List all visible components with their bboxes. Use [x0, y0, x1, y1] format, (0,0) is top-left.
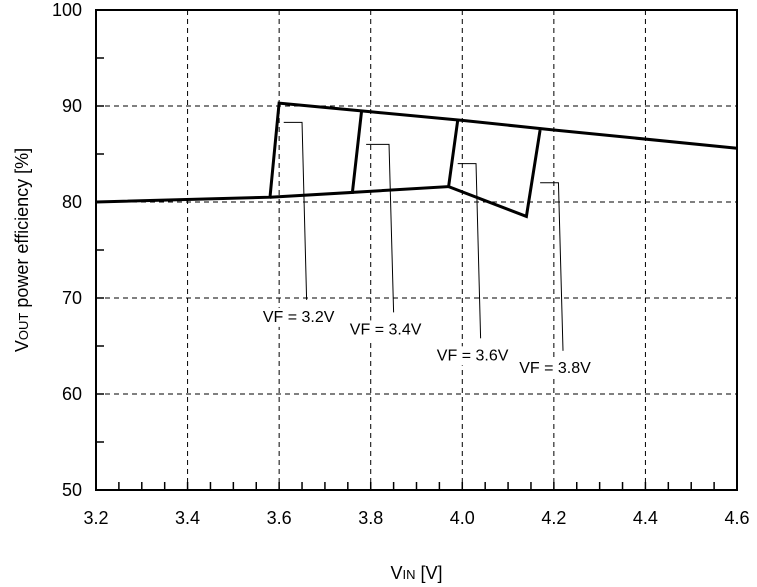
x-tick-label: 3.8: [358, 508, 383, 528]
series-line-2: [269, 110, 364, 199]
x-tick-label: 4.0: [450, 508, 475, 528]
annotation-label: VF = 3.4V: [350, 321, 422, 338]
annotation-leader: [283, 121, 308, 300]
y-tick-label: 50: [62, 480, 82, 500]
series-line-3: [352, 120, 460, 194]
series-lines: [95, 101, 738, 219]
x-tick-label: 3.4: [175, 508, 200, 528]
x-tick-labels: 3.2 3.4 3.6 3.8 4.0 4.2 4.4 4.6: [83, 508, 749, 528]
annotation-label-bg: [346, 320, 425, 340]
series-line-4: [448, 129, 542, 219]
y-axis-title-sub: OUT: [16, 313, 31, 341]
annotation-label-bg: [433, 346, 512, 366]
y-tick-label: 90: [62, 96, 82, 116]
x-tick-label: 4.6: [724, 508, 749, 528]
x-axis-title-main: V: [390, 563, 402, 583]
minor-ticks: [95, 9, 738, 491]
x-tick-label: 3.2: [83, 508, 108, 528]
annotation-leader: [457, 163, 482, 339]
annotation-label: VF = 3.6V: [437, 347, 509, 364]
y-axis-title-rest: power efficiency [%]: [12, 148, 32, 313]
y-tick-label: 80: [62, 192, 82, 212]
annotation-label: VF = 3.8V: [519, 360, 591, 377]
y-tick-labels: 50 60 70 80 90 100: [52, 0, 82, 500]
y-tick-label: 60: [62, 384, 82, 404]
plot-frame: [95, 9, 738, 491]
x-tick-label: 3.6: [267, 508, 292, 528]
x-axis-title-unit: [V]: [416, 563, 443, 583]
x-tick-label: 4.2: [541, 508, 566, 528]
y-tick-label: 100: [52, 0, 82, 20]
annotation-label-bg: [516, 358, 595, 378]
y-axis-title: VOUT power efficiency [%]: [12, 148, 32, 352]
y-tick-label: 70: [62, 288, 82, 308]
annotation-leader: [366, 143, 395, 313]
x-tick-label: 4.4: [633, 508, 658, 528]
y-axis-title-main: V: [12, 340, 32, 352]
x-axis-title-sub: IN: [403, 567, 416, 582]
annotations: VF = 3.2V VF = 3.4V VF = 3.6V VF = 3.8V: [259, 121, 595, 378]
grid-lines: [96, 10, 737, 490]
annotation-leader: [540, 182, 564, 351]
annotation-label-bg: [259, 307, 338, 327]
annotation-label: VF = 3.2V: [263, 309, 335, 326]
x-axis-title: VIN [V]: [390, 563, 442, 583]
